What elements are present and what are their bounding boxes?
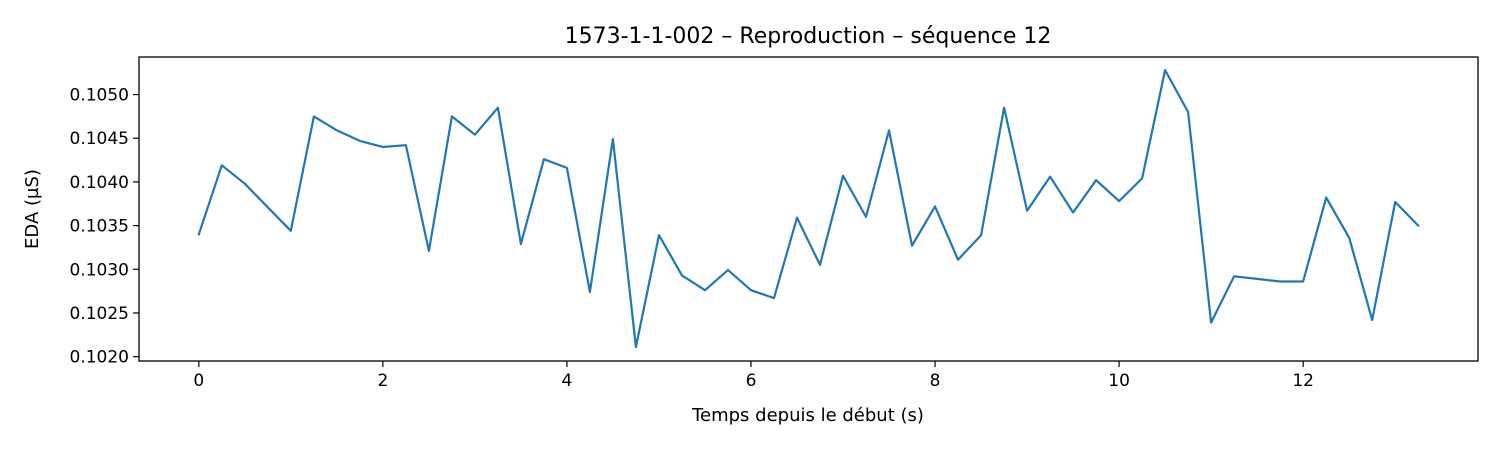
y-axis-label: EDA (µS)	[22, 169, 43, 249]
y-tick-label: 0.1025	[70, 304, 129, 324]
x-tick-label: 10	[1108, 371, 1130, 391]
series-line	[197, 68, 1420, 349]
x-axis-label: Temps depuis le début (s)	[691, 405, 924, 426]
plot-frame	[138, 56, 1479, 362]
y-tick-label: 0.1045	[70, 129, 129, 149]
y-tick-label: 0.1020	[70, 348, 129, 368]
plot-layer	[197, 68, 1420, 349]
y-tick-label: 0.1050	[70, 86, 129, 106]
y-axis: 0.1020 0.1025 0.1030 0.1035 0.1040 0.1045 0.10…	[70, 86, 139, 368]
x-tick-label: 12	[1292, 371, 1314, 391]
x-axis: 0 2 4 6 8 10 12	[193, 361, 1314, 391]
chart-title: 1573-1-1-002 – Reproduction – séquence 1…	[565, 24, 1052, 49]
x-tick-label: 8	[930, 371, 941, 391]
x-tick-label: 4	[562, 371, 573, 391]
x-tick-label: 2	[377, 371, 388, 391]
y-tick-label: 0.1035	[70, 217, 129, 237]
x-tick-label: 0	[193, 371, 204, 391]
y-tick-label: 0.1030	[70, 260, 129, 280]
x-tick-label: 6	[746, 371, 757, 391]
y-tick-label: 0.1040	[70, 173, 129, 193]
